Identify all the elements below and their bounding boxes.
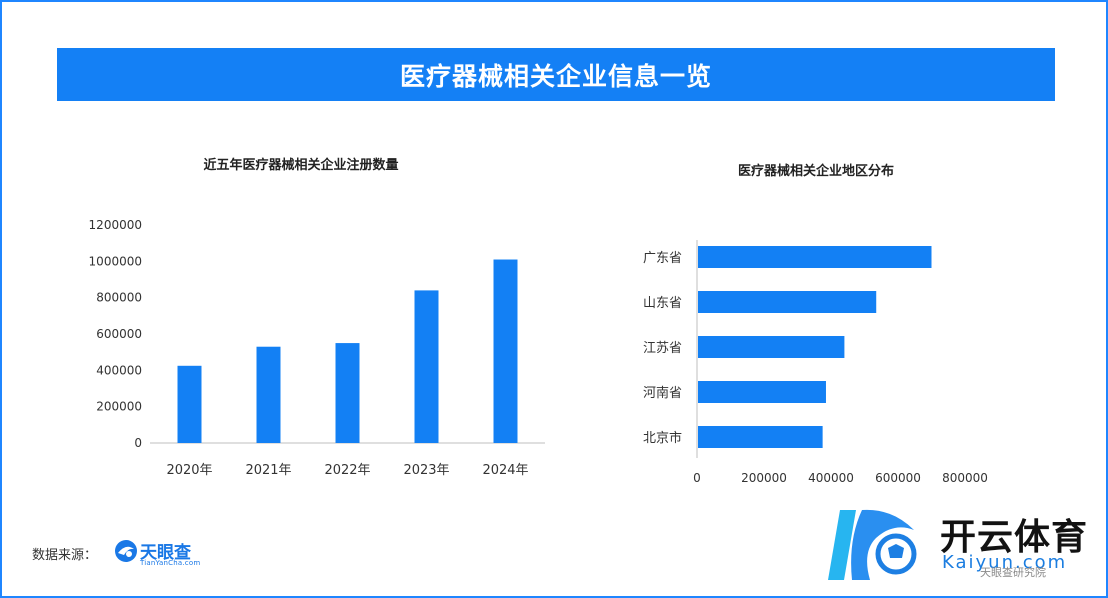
bar bbox=[698, 336, 845, 358]
kaiyun-watermark: 开云体育 Kaiyun.com bbox=[822, 500, 1102, 590]
x-tick-label: 2024年 bbox=[482, 463, 528, 478]
bar bbox=[414, 290, 439, 443]
y-tick-label: 河南省 bbox=[643, 385, 682, 401]
watermark-domain: Kaiyun.com bbox=[942, 552, 1068, 573]
tianyancha-logo-domain: TianYanCha.com bbox=[140, 559, 201, 567]
bar bbox=[698, 246, 932, 268]
y-tick-label: 广东省 bbox=[643, 251, 682, 266]
bar bbox=[177, 365, 202, 443]
bar bbox=[698, 291, 877, 313]
bar bbox=[493, 259, 518, 443]
bar bbox=[698, 381, 826, 403]
y-tick-label: 400000 bbox=[96, 363, 142, 377]
data-source-label: 数据来源： bbox=[32, 548, 98, 563]
bar bbox=[698, 426, 823, 448]
tianyancha-logo: 天眼查 TianYanCha.com bbox=[114, 536, 224, 572]
y-tick-label: 山东省 bbox=[643, 296, 682, 311]
x-tick-label: 2023年 bbox=[403, 463, 449, 478]
x-tick-label: 400000 bbox=[808, 471, 854, 485]
tianyancha-logo-name: 天眼查 bbox=[140, 543, 191, 563]
y-tick-label: 800000 bbox=[96, 291, 142, 305]
kaiyun-logo-icon bbox=[828, 509, 917, 580]
y-tick-label: 江苏省 bbox=[643, 340, 682, 356]
x-tick-label: 2022年 bbox=[324, 463, 370, 478]
x-tick-label: 2021年 bbox=[245, 463, 291, 478]
bar bbox=[335, 343, 360, 443]
chart-title: 近五年医疗器械相关企业注册数量 bbox=[203, 157, 398, 173]
x-tick-label: 800000 bbox=[942, 471, 988, 485]
chart-title: 医疗器械相关企业地区分布 bbox=[738, 163, 894, 179]
watermark-name: 开云体育 bbox=[940, 517, 1089, 558]
y-tick-label: 200000 bbox=[96, 400, 142, 414]
y-tick-label: 北京市 bbox=[643, 430, 682, 446]
page-title: 医疗器械相关企业信息一览 bbox=[399, 61, 712, 91]
tianyancha-logo-icon bbox=[115, 540, 137, 562]
y-tick-label: 600000 bbox=[96, 327, 142, 341]
x-tick-label: 0 bbox=[693, 471, 701, 485]
y-tick-label: 1200000 bbox=[89, 218, 142, 232]
bar bbox=[256, 346, 281, 443]
y-tick-label: 0 bbox=[134, 436, 142, 450]
x-tick-label: 200000 bbox=[741, 471, 787, 485]
y-tick-label: 1000000 bbox=[89, 254, 142, 268]
header-banner: 医疗器械相关企业信息一览 bbox=[57, 48, 1055, 101]
registration-bar-chart: 近五年医疗器械相关企业注册数量 0 200000 400000 600000 80000… bbox=[89, 157, 545, 478]
x-tick-label: 600000 bbox=[875, 471, 921, 485]
x-tick-label: 2020年 bbox=[166, 463, 212, 478]
watermark-faint-text: 天眼查研究院 bbox=[980, 566, 1046, 579]
